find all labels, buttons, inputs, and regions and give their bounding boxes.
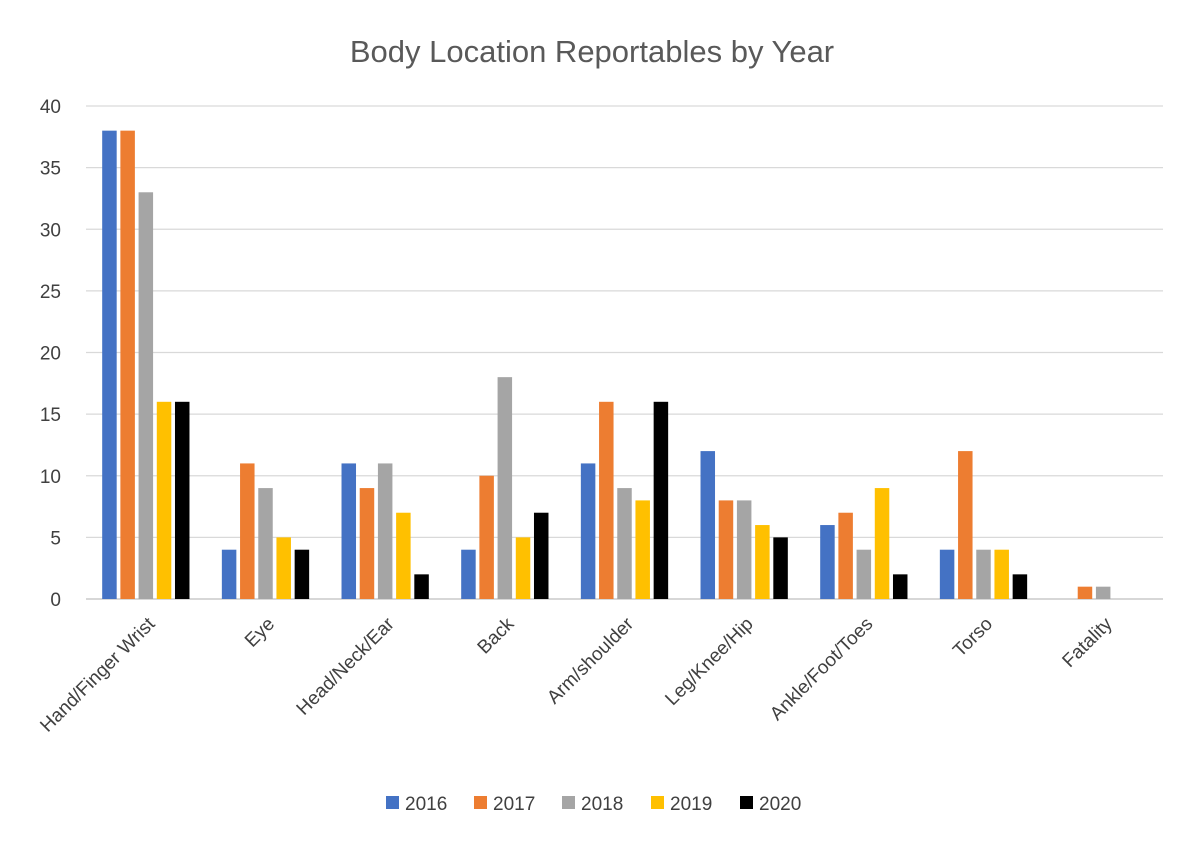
bar <box>359 488 375 599</box>
legend-label: 2020 <box>759 794 801 815</box>
bar <box>138 192 154 599</box>
y-tick-label: 0 <box>50 590 61 611</box>
x-tick-label: Head/Neck/Ear <box>293 613 399 719</box>
x-tick-label: Hand/Finger Wrist <box>36 613 159 736</box>
bar <box>533 512 549 599</box>
bar <box>414 574 429 599</box>
x-tick-label: Arm/shoulder <box>543 613 638 708</box>
legend-swatch <box>474 796 487 809</box>
y-tick-label: 5 <box>50 528 61 549</box>
x-tick-label: Back <box>474 613 519 658</box>
bar <box>240 463 255 599</box>
bar <box>755 525 770 599</box>
bar <box>599 401 614 599</box>
bar <box>276 537 291 599</box>
legend-label: 2017 <box>493 794 535 815</box>
bar <box>461 549 476 599</box>
bar <box>497 377 513 599</box>
legend-swatch <box>386 796 399 809</box>
bar <box>515 537 531 599</box>
legend-label: 2019 <box>670 794 712 815</box>
bar <box>700 451 716 599</box>
bar <box>617 488 632 599</box>
legend: 2016 2017 2018 2019 2020 <box>386 794 801 815</box>
bar <box>174 401 190 599</box>
bar <box>580 463 596 599</box>
x-tick-label: Leg/Knee/Hip <box>661 614 757 710</box>
bar <box>258 488 273 599</box>
bar <box>874 488 890 599</box>
bar <box>773 537 788 599</box>
legend-label: 2016 <box>405 794 447 815</box>
bar <box>635 500 650 599</box>
x-tick-label: Fatality <box>1059 613 1118 672</box>
bar <box>958 451 973 599</box>
bar <box>653 401 669 599</box>
bar <box>102 130 117 599</box>
y-tick-label: 10 <box>40 467 61 488</box>
x-tick-label: Torso <box>949 614 997 662</box>
bar <box>396 512 411 599</box>
bar <box>994 549 1009 599</box>
chart-title: Body Location Reportables by Year <box>350 34 834 69</box>
y-tick-label: 40 <box>40 97 61 118</box>
bar <box>736 500 752 599</box>
bar <box>479 475 494 599</box>
bar <box>939 549 955 599</box>
bar <box>377 463 393 599</box>
y-tick-label: 30 <box>40 220 61 241</box>
legend-swatch <box>562 796 575 809</box>
x-tick-label: Ankle/Foot/Toes <box>766 614 877 725</box>
y-axis: 0 5 10 15 20 25 30 35 40 <box>40 97 61 611</box>
bar <box>294 549 310 599</box>
bar <box>1095 586 1111 599</box>
y-tick-label: 15 <box>40 405 61 426</box>
bar <box>718 500 734 599</box>
legend-label: 2018 <box>581 794 623 815</box>
bars <box>102 130 1111 599</box>
bar <box>156 401 172 599</box>
bar <box>856 549 872 599</box>
bar <box>120 130 135 599</box>
x-tick-label: Eye <box>241 614 279 652</box>
bar <box>341 463 357 599</box>
bar <box>1012 574 1028 599</box>
y-tick-label: 35 <box>40 159 61 180</box>
legend-swatch <box>740 796 753 809</box>
bar <box>1077 586 1093 599</box>
legend-swatch <box>651 796 664 809</box>
x-axis: Hand/Finger Wrist Eye Head/Neck/Ear Back Arm… <box>36 613 1117 736</box>
bar <box>221 549 237 599</box>
bar <box>976 549 991 599</box>
bar <box>892 574 908 599</box>
bar <box>838 512 853 599</box>
y-tick-label: 20 <box>40 344 61 365</box>
bar <box>820 525 835 599</box>
y-tick-label: 25 <box>40 282 61 303</box>
